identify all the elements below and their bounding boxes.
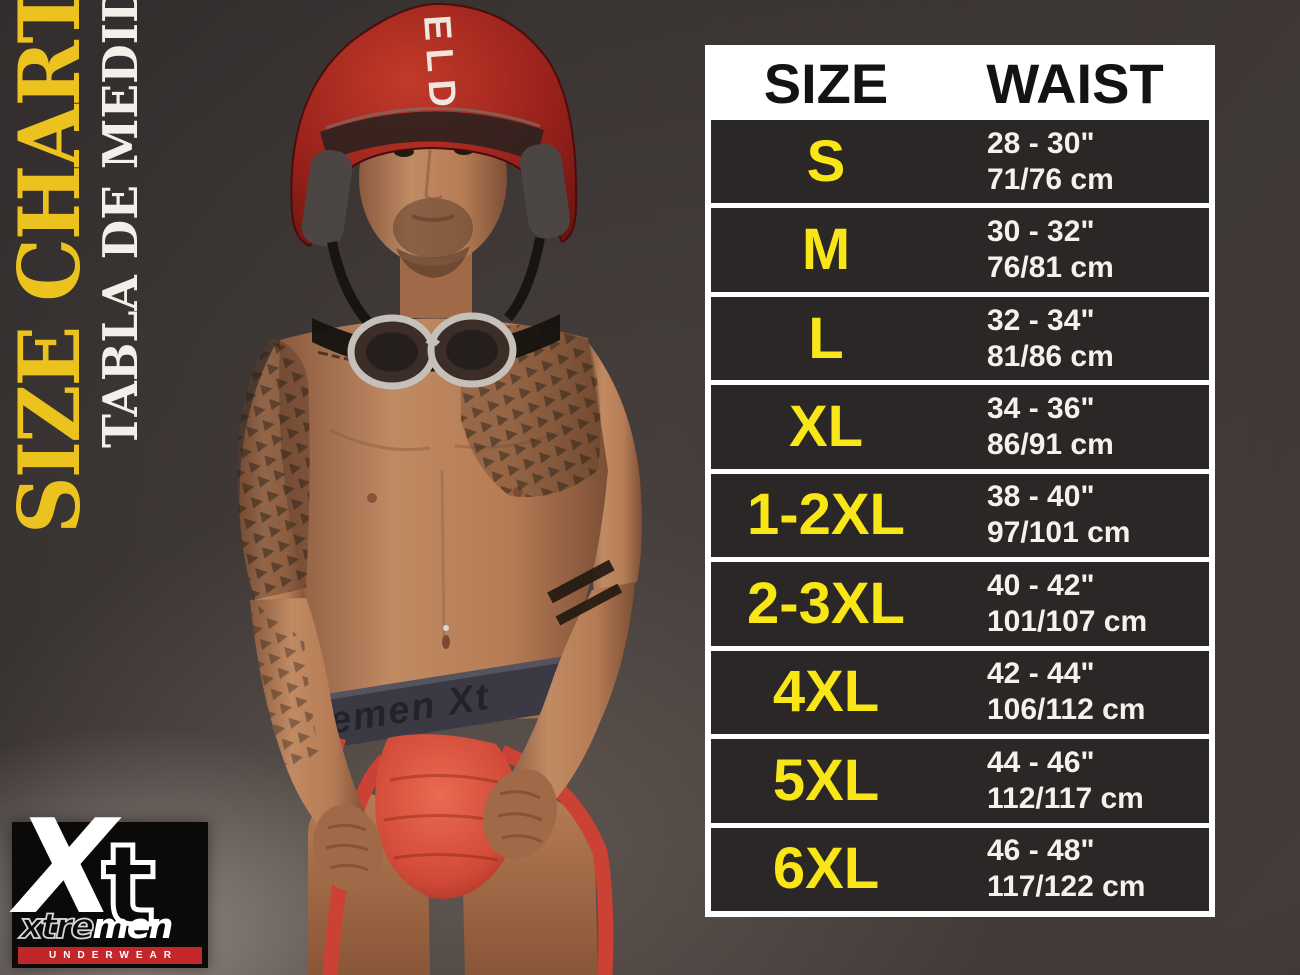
waist-cm: 76/81 cm: [987, 251, 1114, 285]
size-label: 6XL: [772, 836, 880, 902]
size-row: S 28 - 30" 71/76 cm: [711, 120, 1209, 204]
helmet-text: ELD: [415, 14, 464, 117]
waist-cm: 71/76 cm: [987, 162, 1114, 196]
size-table: SIZE WAIST S 28 - 30" 71/76 cm M 30 - 32…: [705, 45, 1215, 917]
size-row: 2-3XL 40 - 42" 101/107 cm: [711, 562, 1209, 646]
waist-inches: 32 - 34": [987, 303, 1095, 337]
waist-cm: 81/86 cm: [987, 339, 1114, 373]
size-row: M 30 - 32" 76/81 cm: [711, 208, 1209, 292]
waist-inches: 30 - 32": [987, 215, 1095, 249]
waist-inches: 42 - 44": [987, 657, 1095, 691]
waist-cell: 38 - 40" 97/101 cm: [941, 479, 1209, 551]
size-label: S: [806, 128, 846, 194]
waist-cell: 34 - 36" 86/91 cm: [941, 391, 1209, 463]
size-label: L: [808, 305, 844, 371]
tattoo-sleeve: [237, 338, 310, 600]
size-label: 2-3XL: [747, 570, 905, 636]
xtremen-logo: X t xtremen UNDERWEAR: [12, 802, 208, 968]
size-label: 5XL: [772, 747, 880, 813]
size-row: L 32 - 34" 81/86 cm: [711, 296, 1209, 381]
waist-cell: 42 - 44" 106/112 cm: [941, 656, 1209, 728]
waist-inches: 44 - 46": [987, 745, 1095, 779]
waist-cm: 112/117 cm: [987, 781, 1144, 815]
size-row: 1-2XL 38 - 40" 97/101 cm: [711, 473, 1209, 558]
waist-inches: 38 - 40": [987, 480, 1095, 514]
logo-wordmark-solid: men: [92, 907, 173, 947]
size-table-body: S 28 - 30" 71/76 cm M 30 - 32" 76/81 cm …: [711, 120, 1209, 911]
size-label: 4XL: [772, 659, 880, 725]
size-table-header: SIZE WAIST: [711, 51, 1209, 115]
size-row: 4XL 42 - 44" 106/112 cm: [711, 650, 1209, 735]
logo-tagline: UNDERWEAR: [49, 950, 178, 961]
navel: [442, 635, 450, 649]
poster-title: SIZE CHART: [0, 0, 99, 535]
poster-subtitle: TABLA DE MEDIDAS: [93, 0, 149, 449]
waist-inches: 46 - 48": [987, 834, 1095, 868]
size-label: 1-2XL: [747, 482, 905, 548]
size-row: 6XL 46 - 48" 117/122 cm: [711, 827, 1209, 911]
waist-cm: 117/122 cm: [987, 870, 1146, 904]
waist-cell: 46 - 48" 117/122 cm: [941, 833, 1209, 905]
waist-inches: 40 - 42": [987, 568, 1095, 602]
beard: [393, 198, 473, 258]
waist-cm: 106/112 cm: [987, 693, 1146, 727]
waist-cell: 44 - 46" 112/117 cm: [941, 745, 1209, 817]
logo-wordmark-outline: xtre: [19, 907, 95, 947]
waist-cell: 40 - 42" 101/107 cm: [941, 568, 1209, 640]
size-row: 5XL 44 - 46" 112/117 cm: [711, 739, 1209, 823]
waist-cell: 28 - 30" 71/76 cm: [941, 126, 1209, 198]
logo-wordmark: xtremen: [19, 907, 173, 947]
size-label: XL: [788, 394, 864, 460]
nipple-left: [367, 493, 377, 503]
waist-cm: 86/91 cm: [987, 428, 1114, 462]
size-row: XL 34 - 36" 86/91 cm: [711, 385, 1209, 469]
chin-strap: [327, 241, 372, 326]
waist-inches: 28 - 30": [987, 126, 1095, 160]
waist-cm: 101/107 cm: [987, 604, 1148, 638]
logo-tagline-bar: UNDERWEAR: [18, 947, 202, 964]
model-photo: ELD emen Xt: [237, 2, 642, 975]
waist-inches: 34 - 36": [987, 392, 1095, 426]
size-column-header: SIZE: [763, 51, 889, 115]
goggles-bridge: [425, 338, 441, 347]
waist-cell: 30 - 32" 76/81 cm: [941, 214, 1209, 286]
waist-cm: 97/101 cm: [987, 516, 1131, 550]
waist-cell: 32 - 34" 81/86 cm: [941, 303, 1209, 375]
size-label: M: [801, 217, 851, 283]
waist-column-header: WAIST: [986, 51, 1164, 115]
